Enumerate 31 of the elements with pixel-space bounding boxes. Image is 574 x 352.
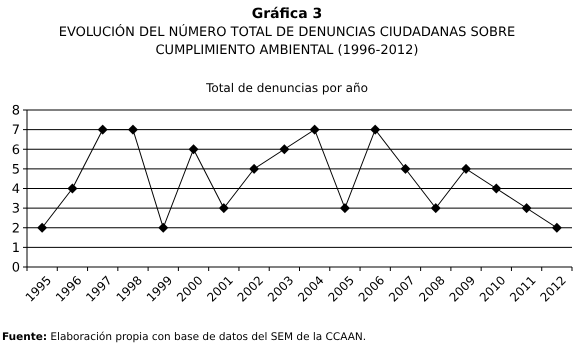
- point: [67, 184, 78, 194]
- point: [552, 222, 562, 233]
- point: [461, 164, 472, 174]
- point: [37, 222, 48, 233]
- y-tick-label: 5: [12, 162, 20, 178]
- source-note: Fuente: Elaboración propia con base de datos del SEM de la CCAAN.: [2, 331, 366, 343]
- y-tick-label: 1: [12, 240, 20, 256]
- point: [491, 184, 502, 194]
- point: [249, 164, 260, 174]
- y-tick-label: 0: [12, 260, 20, 276]
- chart-title: Gráfica 3: [252, 6, 322, 22]
- point: [340, 203, 350, 214]
- point: [400, 164, 410, 174]
- point: [370, 124, 380, 135]
- y-tick-label: 7: [12, 123, 20, 138]
- y-tick-label: 4: [12, 182, 20, 198]
- point: [128, 124, 138, 135]
- point: [158, 222, 168, 233]
- point: [188, 144, 199, 154]
- point: [98, 124, 108, 135]
- y-tick-label: 2: [12, 221, 20, 236]
- y-axis-title: Total de denuncias por año: [205, 81, 368, 95]
- y-tick-label: 8: [12, 104, 20, 119]
- point: [522, 203, 532, 214]
- y-tick-label: 3: [12, 202, 20, 217]
- point: [430, 203, 441, 214]
- point: [218, 203, 229, 214]
- point: [310, 124, 320, 135]
- y-tick-label: 6: [12, 142, 20, 158]
- chart-subtitle: EVOLUCIÓN DEL NÚMERO TOTAL DE DENUNCIAS CIUDADANAS SOBRE CUMPLIMIENTO AMBIENTAL (1996-2012): [58, 23, 516, 58]
- point: [279, 144, 290, 154]
